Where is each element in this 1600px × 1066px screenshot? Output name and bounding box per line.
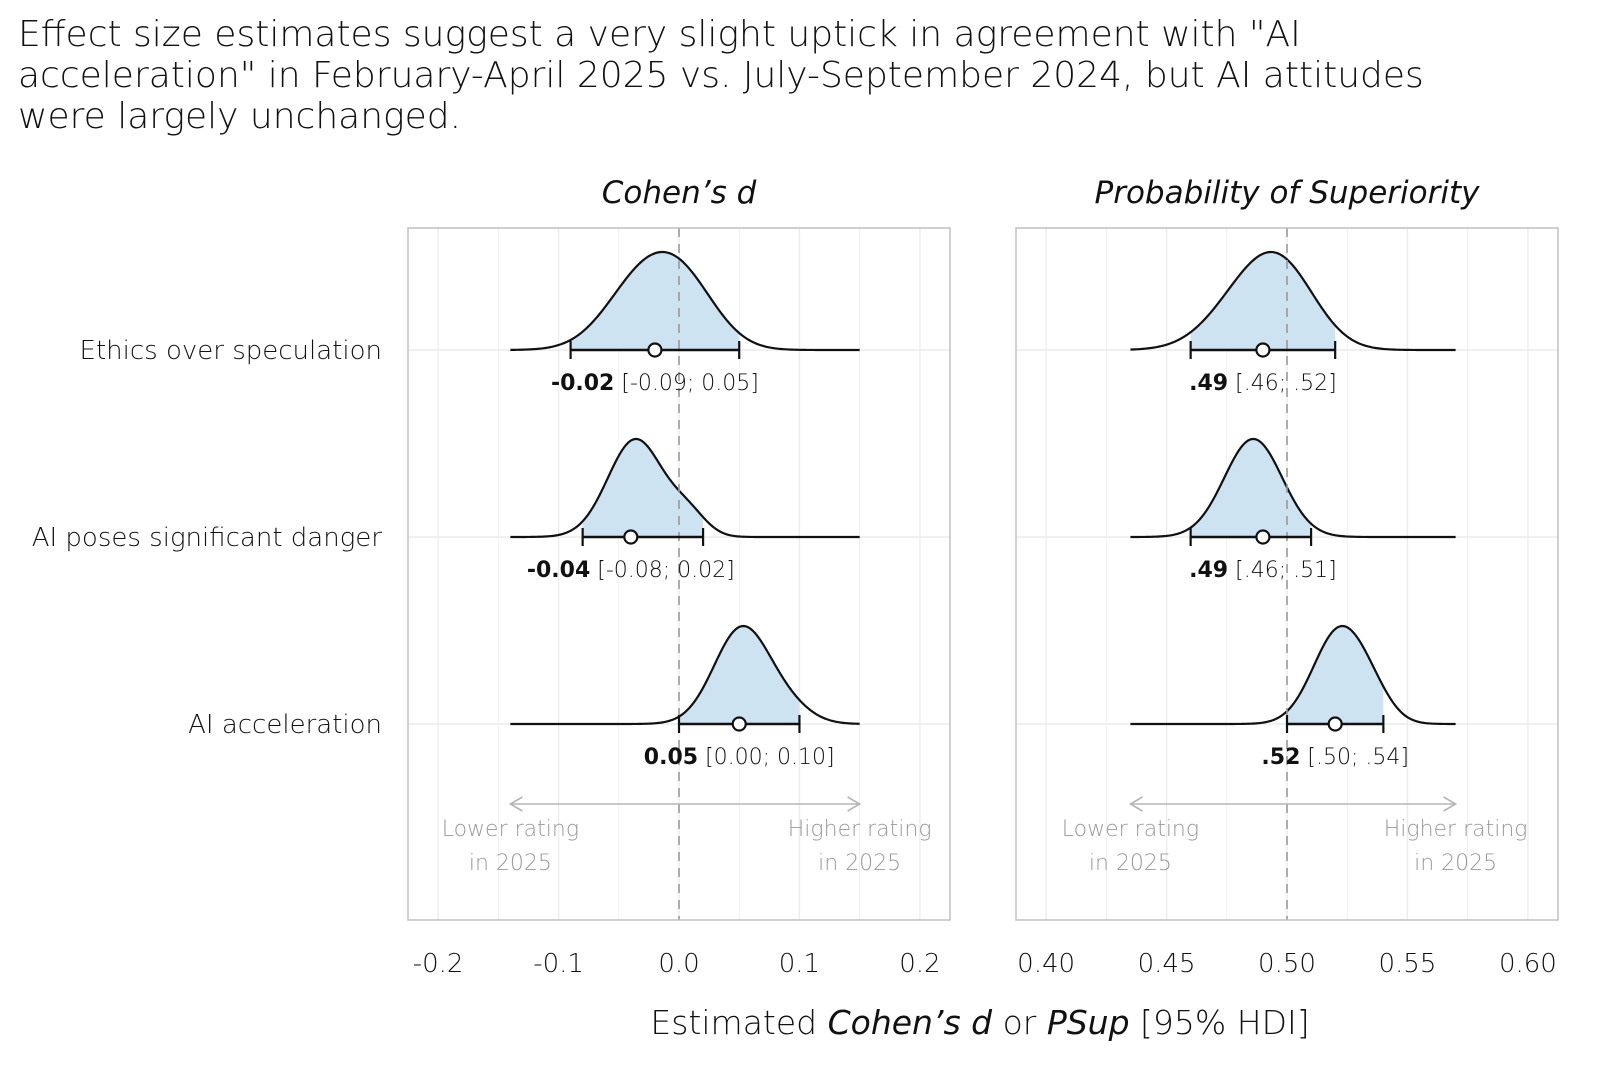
row-label: Ethics over speculation <box>80 336 382 366</box>
row-label: AI acceleration <box>188 710 382 740</box>
estimate-point <box>1327 716 1343 732</box>
density-fill <box>570 252 740 350</box>
hdi-value: [-0.08; 0.02] <box>590 558 734 583</box>
density-fill <box>582 439 704 537</box>
hdi-value: [.50; .54] <box>1300 745 1409 770</box>
panel-title: Probability of Superiority <box>1095 175 1481 211</box>
direction-label-higher: Higher rating <box>1384 817 1528 842</box>
x-tick-label: 0.45 <box>1138 949 1196 979</box>
arrow-head-right <box>1443 796 1458 812</box>
estimate-label: .49 [.46; .51] <box>1189 558 1337 583</box>
density-fill <box>1190 252 1336 350</box>
x-tick-label: -0.2 <box>413 949 464 979</box>
density-curve <box>1130 250 1456 352</box>
arrow-head-right <box>847 796 862 812</box>
row-label: AI poses significant danger <box>32 523 383 553</box>
x-tick-label: 0.50 <box>1258 949 1316 979</box>
estimate-point <box>623 529 639 545</box>
estimate-label: 0.05 [0.00; 0.10] <box>644 745 835 770</box>
estimate-label: -0.04 [-0.08; 0.02] <box>527 558 735 583</box>
x-tick-label: 0.0 <box>658 949 699 979</box>
estimate-value: .49 <box>1189 371 1228 396</box>
density-fill <box>1190 439 1312 537</box>
estimate-point <box>731 716 747 732</box>
x-axis-title: Estimated Cohen’s d or PSup [95% HDI] <box>650 1003 1309 1042</box>
panel-border <box>1015 227 1559 921</box>
density-curve <box>510 437 860 539</box>
estimate-value: .52 <box>1261 745 1300 770</box>
estimate-label: .49 [.46; .52] <box>1189 371 1337 396</box>
arrow-head-left <box>1128 796 1143 812</box>
density-fill <box>1287 626 1384 724</box>
hdi-value: [.46; .52] <box>1228 371 1337 396</box>
direction-label-higher: in 2025 <box>818 851 901 876</box>
direction-label-higher: Higher rating <box>788 817 932 842</box>
estimate-value: .49 <box>1189 558 1228 583</box>
hdi-value: [-0.09; 0.05] <box>614 371 758 396</box>
estimate-point <box>1255 342 1271 358</box>
estimate-value: -0.04 <box>527 558 590 583</box>
estimate-label: -0.02 [-0.09; 0.05] <box>551 371 759 396</box>
density-curve <box>1130 437 1456 539</box>
chart-title-line-2: acceleration" in February-April 2025 vs.… <box>18 55 1424 96</box>
density-fill <box>679 626 800 724</box>
estimate-label: .52 [.50; .54] <box>1261 745 1409 770</box>
x-tick-label: 0.2 <box>899 949 940 979</box>
density-curve <box>510 624 860 726</box>
chart-title-line-3: were largely unchanged. <box>18 96 462 137</box>
chart-title: Effect size estimates suggest a very sli… <box>18 14 1578 137</box>
panel-probability-of-superiority: Probability of Superiority .49 [.46; .52]… <box>1015 175 1559 979</box>
panel-title: Cohen’s d <box>602 175 757 211</box>
x-tick-label: 0.1 <box>779 949 820 979</box>
x-tick-label: 0.60 <box>1499 949 1557 979</box>
x-tick-label: 0.55 <box>1378 949 1436 979</box>
estimate-value: -0.02 <box>551 371 614 396</box>
x-tick-label: -0.1 <box>533 949 584 979</box>
direction-label-lower: in 2025 <box>469 851 552 876</box>
density-curve <box>1130 624 1456 726</box>
chart-title-line-1: Effect size estimates suggest a very sli… <box>18 14 1301 55</box>
panel-cohens-d: Cohen’s d -0.02 [-0.09; 0.05] -0.04 [-0.08… <box>407 175 951 979</box>
direction-label-lower: in 2025 <box>1089 851 1172 876</box>
x-tick-label: 0.40 <box>1017 949 1075 979</box>
arrow-head-left <box>508 796 523 812</box>
hdi-value: [0.00; 0.10] <box>698 745 835 770</box>
density-curve <box>510 250 860 352</box>
estimate-value: 0.05 <box>644 745 698 770</box>
direction-label-higher: in 2025 <box>1414 851 1497 876</box>
direction-label-lower: Lower rating <box>1062 817 1199 842</box>
hdi-value: [.46; .51] <box>1228 558 1337 583</box>
estimate-point <box>647 342 663 358</box>
estimate-point <box>1255 529 1271 545</box>
panel-border <box>407 227 951 921</box>
direction-label-lower: Lower rating <box>442 817 579 842</box>
